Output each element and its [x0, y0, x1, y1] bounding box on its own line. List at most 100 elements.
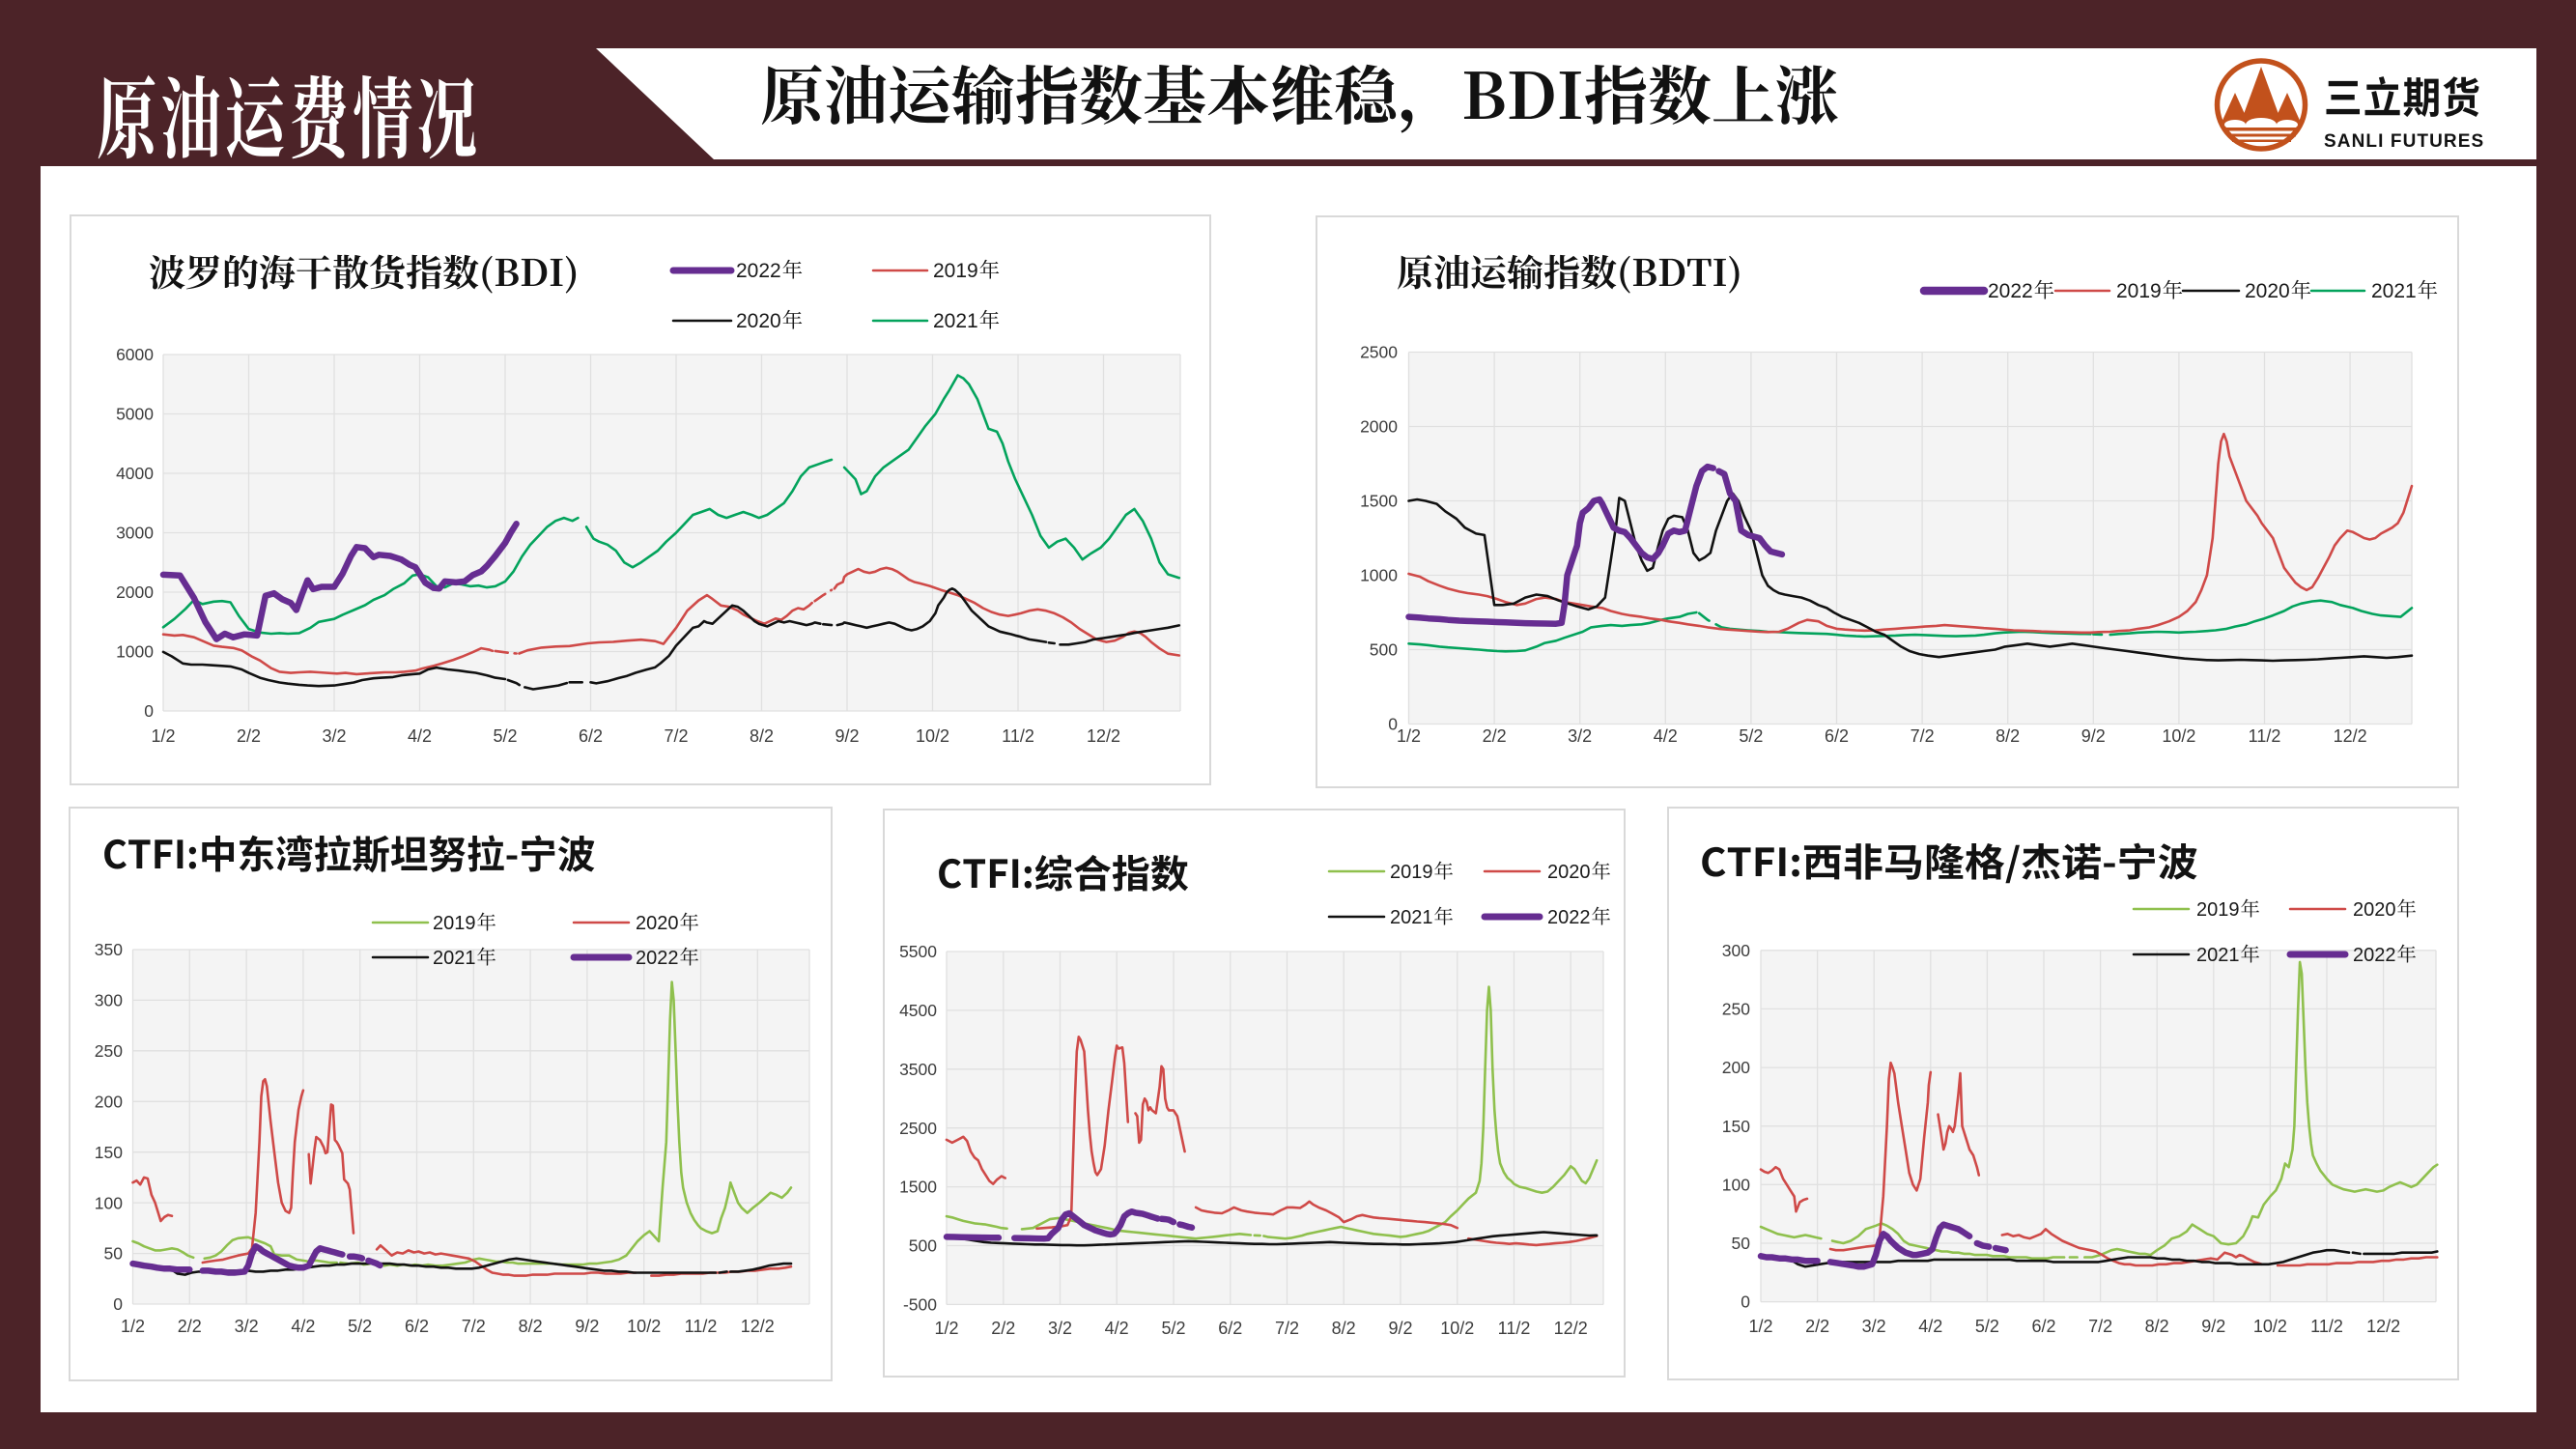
svg-text:300: 300: [1722, 941, 1750, 960]
svg-text:2022: 2022: [736, 260, 781, 282]
svg-text:7/2: 7/2: [1911, 726, 1935, 746]
svg-text:7/2: 7/2: [2088, 1317, 2112, 1336]
svg-text:2500: 2500: [899, 1119, 937, 1138]
svg-text:1000: 1000: [116, 642, 154, 662]
svg-text:9/2: 9/2: [575, 1317, 599, 1336]
svg-text:2021: 2021: [433, 948, 476, 969]
svg-text:4/2: 4/2: [1918, 1317, 1942, 1336]
svg-text:5/2: 5/2: [1161, 1319, 1185, 1338]
svg-text:2500: 2500: [1360, 343, 1398, 362]
svg-text:-500: -500: [903, 1295, 937, 1315]
svg-text:1/2: 1/2: [1397, 726, 1421, 746]
svg-text:2020: 2020: [636, 913, 679, 934]
svg-text:2020: 2020: [1547, 862, 1591, 883]
svg-text:12/2: 12/2: [1087, 726, 1120, 746]
svg-text:11/2: 11/2: [685, 1317, 718, 1336]
svg-text:200: 200: [1722, 1058, 1750, 1077]
svg-text:2021: 2021: [933, 310, 978, 332]
svg-text:3500: 3500: [899, 1060, 937, 1079]
svg-text:10/2: 10/2: [627, 1317, 661, 1336]
svg-text:9/2: 9/2: [1388, 1319, 1412, 1338]
svg-text:500: 500: [909, 1236, 937, 1256]
svg-text:2022: 2022: [1547, 907, 1591, 928]
svg-text:6/2: 6/2: [579, 726, 603, 746]
svg-text:100: 100: [1722, 1176, 1750, 1195]
svg-text:0: 0: [113, 1294, 123, 1314]
svg-text:8/2: 8/2: [1996, 726, 2020, 746]
svg-text:2/2: 2/2: [991, 1319, 1015, 1338]
svg-text:2019: 2019: [933, 260, 978, 282]
svg-text:1500: 1500: [1360, 492, 1398, 511]
svg-text:250: 250: [1722, 1000, 1750, 1019]
svg-text:10/2: 10/2: [2162, 726, 2195, 746]
svg-text:2/2: 2/2: [178, 1317, 202, 1336]
svg-text:11/2: 11/2: [2249, 726, 2281, 746]
svg-text:100: 100: [95, 1193, 123, 1212]
svg-text:2022: 2022: [1988, 280, 2033, 302]
svg-text:3/2: 3/2: [1568, 726, 1592, 746]
svg-text:2/2: 2/2: [1805, 1317, 1829, 1336]
svg-text:2021: 2021: [2196, 945, 2240, 966]
svg-text:5/2: 5/2: [1739, 726, 1763, 746]
svg-text:6/2: 6/2: [1825, 726, 1849, 746]
svg-text:2019: 2019: [1390, 862, 1433, 883]
svg-text:6/2: 6/2: [1218, 1319, 1242, 1338]
svg-text:2/2: 2/2: [1483, 726, 1507, 746]
svg-text:1/2: 1/2: [1748, 1317, 1772, 1336]
svg-text:2019: 2019: [433, 913, 476, 934]
svg-text:8/2: 8/2: [2145, 1317, 2169, 1336]
svg-text:1500: 1500: [899, 1178, 937, 1197]
svg-text:50: 50: [104, 1244, 124, 1264]
svg-text:0: 0: [1388, 715, 1398, 734]
svg-text:1000: 1000: [1360, 566, 1398, 585]
svg-text:8/2: 8/2: [519, 1317, 543, 1336]
svg-text:4/2: 4/2: [291, 1317, 315, 1336]
svg-text:500: 500: [1370, 640, 1398, 660]
svg-text:0: 0: [144, 701, 154, 721]
svg-text:2019: 2019: [2196, 899, 2240, 921]
svg-text:1/2: 1/2: [121, 1317, 145, 1336]
svg-text:4/2: 4/2: [408, 726, 432, 746]
svg-text:5500: 5500: [899, 942, 937, 961]
svg-text:10/2: 10/2: [916, 726, 949, 746]
svg-text:11/2: 11/2: [2310, 1317, 2343, 1336]
svg-text:3000: 3000: [116, 524, 154, 543]
svg-text:2020: 2020: [736, 310, 781, 332]
svg-text:350: 350: [95, 940, 123, 959]
svg-text:2020: 2020: [2245, 280, 2290, 302]
svg-text:2019: 2019: [2116, 280, 2162, 302]
svg-text:11/2: 11/2: [1002, 726, 1034, 746]
svg-text:2021: 2021: [1390, 907, 1433, 928]
svg-text:4/2: 4/2: [1654, 726, 1678, 746]
svg-text:2022: 2022: [636, 948, 679, 969]
svg-text:200: 200: [95, 1092, 123, 1111]
svg-text:3/2: 3/2: [322, 726, 346, 746]
svg-text:2000: 2000: [116, 582, 154, 602]
svg-text:50: 50: [1732, 1234, 1751, 1253]
svg-text:2/2: 2/2: [237, 726, 261, 746]
svg-text:9/2: 9/2: [2201, 1317, 2225, 1336]
svg-text:250: 250: [95, 1041, 123, 1061]
svg-text:2000: 2000: [1360, 417, 1398, 437]
svg-text:5/2: 5/2: [493, 726, 517, 746]
svg-text:2020: 2020: [2353, 899, 2396, 921]
svg-text:150: 150: [1722, 1117, 1750, 1136]
svg-text:10/2: 10/2: [1440, 1319, 1474, 1338]
svg-text:3/2: 3/2: [1862, 1317, 1886, 1336]
svg-text:300: 300: [95, 991, 123, 1010]
svg-text:2021: 2021: [2371, 280, 2417, 302]
svg-text:6/2: 6/2: [405, 1317, 429, 1336]
svg-text:4/2: 4/2: [1105, 1319, 1129, 1338]
svg-text:7/2: 7/2: [664, 726, 688, 746]
svg-text:9/2: 9/2: [2081, 726, 2106, 746]
svg-text:5000: 5000: [116, 405, 154, 424]
svg-text:7/2: 7/2: [462, 1317, 486, 1336]
svg-text:8/2: 8/2: [1332, 1319, 1356, 1338]
svg-text:12/2: 12/2: [2366, 1317, 2400, 1336]
svg-text:5/2: 5/2: [348, 1317, 372, 1336]
svg-text:0: 0: [1741, 1293, 1750, 1312]
svg-text:6000: 6000: [116, 345, 154, 364]
svg-text:12/2: 12/2: [741, 1317, 775, 1336]
svg-text:6/2: 6/2: [2031, 1317, 2055, 1336]
svg-text:2022: 2022: [2353, 945, 2396, 966]
